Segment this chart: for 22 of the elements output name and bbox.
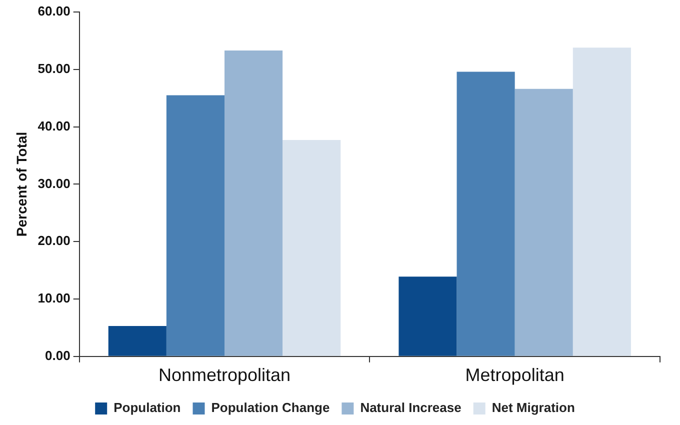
y-tick-label: 10.00 — [38, 290, 70, 306]
bar — [166, 95, 224, 356]
y-tick-label: 30.00 — [38, 176, 70, 191]
bar — [282, 140, 341, 356]
bar — [572, 48, 631, 356]
y-tick-label: 20.00 — [38, 233, 70, 248]
bar — [224, 50, 283, 356]
legend-label: Population Change — [211, 400, 330, 416]
legend-label: Natural Increase — [360, 400, 462, 416]
y-axis-title: Percent of Total — [13, 132, 30, 237]
legend-label: Net Migration — [492, 400, 575, 416]
bar — [398, 276, 457, 356]
bar — [456, 72, 515, 356]
y-tick-label: 40.00 — [38, 118, 70, 134]
bar — [108, 326, 166, 356]
x-tick-label: Metropolitan — [465, 365, 564, 386]
y-tick-label: 50.00 — [38, 60, 70, 76]
y-tick-label: 60.00 — [38, 4, 70, 19]
y-tick-label: 0.00 — [45, 348, 70, 363]
bar — [514, 88, 573, 356]
legend-label: Population — [114, 400, 181, 416]
x-tick-label: Nonmetropolitan — [158, 365, 291, 386]
